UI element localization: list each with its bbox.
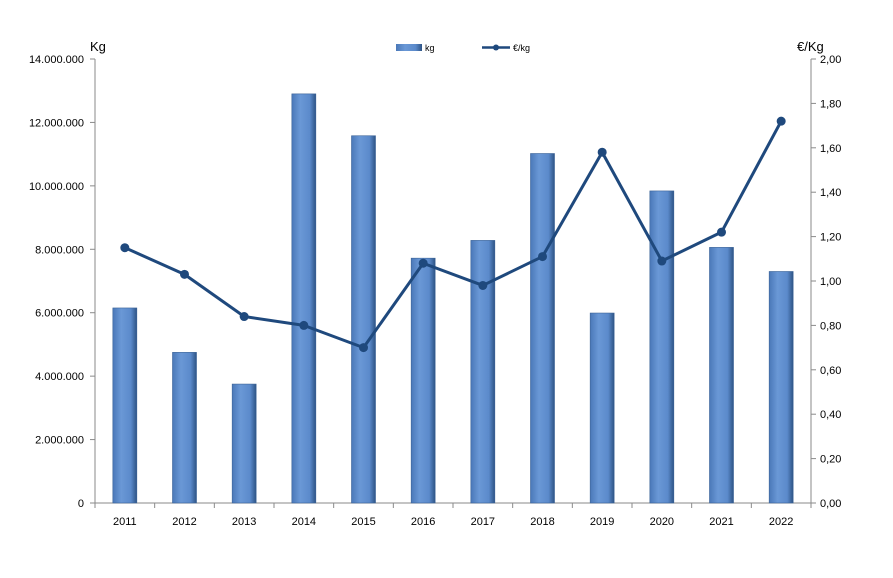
bar-kg-2018: [530, 153, 555, 504]
y-tick-label-left: 0: [78, 498, 84, 510]
point-price-2013: [239, 312, 249, 322]
bar-kg-2011: [112, 307, 138, 504]
x-tick-label: 2019: [590, 516, 614, 528]
y-tick-label-left: 4.000.000: [35, 371, 84, 383]
y-tick-label-right: 0,20: [820, 454, 841, 466]
y-tick-label-left: 12.000.000: [29, 117, 84, 129]
point-price-2021: [717, 227, 726, 237]
bar-kg-2019: [589, 312, 615, 504]
x-tick-label: 2020: [650, 516, 674, 528]
y-tick-label-right: 1,40: [820, 187, 841, 199]
bar-kg-2020: [649, 190, 675, 504]
y-tick-label-right: 1,20: [820, 232, 841, 244]
y-tick-label-right: 2,00: [820, 54, 841, 66]
y-axis-left-title: Kg: [90, 39, 106, 54]
bar-kg-2014: [291, 93, 317, 504]
x-tick-label: 2013: [232, 516, 256, 528]
x-tick-label: 2016: [411, 516, 435, 528]
x-tick-label: 2022: [769, 516, 793, 528]
y-tick-label-right: 0,00: [820, 498, 841, 510]
point-price-2016: [418, 258, 428, 268]
y-tick-label-right: 1,00: [820, 276, 841, 288]
legend: kg €/kg: [396, 43, 530, 53]
x-tick-label: 2014: [292, 516, 316, 528]
x-tick-label: 2021: [709, 516, 733, 528]
bar-kg-2012: [172, 352, 197, 504]
point-price-2012: [180, 269, 189, 279]
y-tick-label-left: 14.000.000: [29, 54, 84, 66]
point-price-2020: [657, 256, 667, 266]
point-price-2022: [776, 116, 786, 126]
y-tick-label-left: 6.000.000: [35, 308, 84, 320]
y-tick-label-left: 2.000.000: [35, 435, 84, 447]
y-tick-label-right: 0,80: [820, 320, 841, 332]
x-tick-label: 2017: [471, 516, 495, 528]
point-price-2018: [538, 252, 547, 262]
y-tick-label-right: 0,40: [820, 409, 841, 421]
legend-marker-price: [493, 44, 499, 51]
y-tick-label-left: 8.000.000: [35, 244, 84, 256]
x-tick-label: 2015: [351, 516, 375, 528]
bar-kg-2021: [709, 247, 734, 504]
y-axis-right-title: €/Kg: [797, 39, 824, 54]
plot-area: 0 2.000.000 4.000.000 6.000.000 8.000.000 10.…: [29, 54, 841, 528]
bar-kg-2015: [351, 135, 376, 504]
y-tick-label-left: 10.000.000: [29, 181, 84, 193]
point-price-2015: [359, 343, 368, 353]
point-price-2011: [120, 243, 130, 253]
point-price-2017: [478, 280, 488, 290]
x-tick-label: 2012: [172, 516, 196, 528]
legend-label-kg: kg: [425, 43, 435, 53]
bar-kg-2013: [231, 383, 257, 504]
line-price-per-kg: [124, 120, 783, 350]
y-tick-label-right: 1,60: [820, 143, 841, 155]
legend-label-price: €/kg: [513, 43, 530, 53]
bar-kg-2016: [410, 257, 436, 504]
x-tick-label: 2011: [113, 516, 137, 528]
legend-swatch-kg: [396, 44, 422, 51]
bar-kg-2022: [768, 271, 794, 504]
x-tick-label: 2018: [530, 516, 554, 528]
point-price-2014: [299, 320, 309, 330]
y-tick-label-right: 1,80: [820, 98, 841, 110]
point-price-2019: [597, 147, 607, 157]
y-tick-label-right: 0,60: [820, 365, 841, 377]
